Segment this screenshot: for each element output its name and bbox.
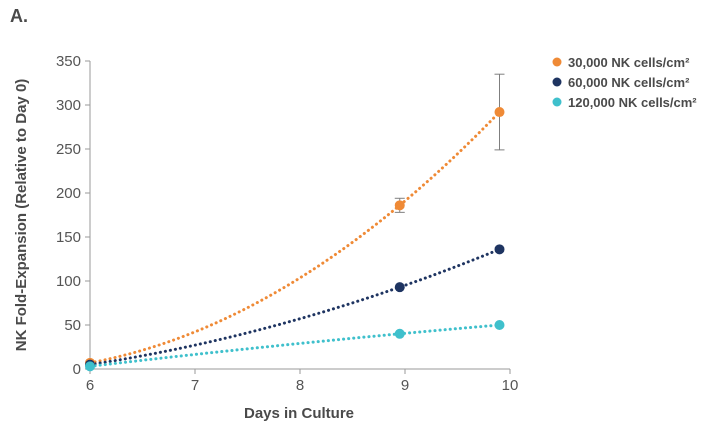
data-point-series-3 bbox=[85, 361, 95, 372]
data-points bbox=[85, 107, 505, 372]
y-tick-label: 0 bbox=[73, 361, 81, 378]
x-axis-title: Days in Culture bbox=[244, 405, 354, 422]
y-tick-label: 250 bbox=[56, 141, 81, 158]
y-ticks: 0 50 100 150 200 250 300 350 bbox=[56, 53, 90, 378]
panel-label: A. bbox=[10, 6, 28, 26]
y-tick-label: 350 bbox=[56, 53, 81, 70]
y-tick-label: 100 bbox=[56, 273, 81, 290]
trendline-series-1 bbox=[88, 110, 501, 365]
legend-label-series-3: 120,000 NK cells/cm² bbox=[568, 95, 697, 110]
y-tick-label: 50 bbox=[64, 317, 81, 334]
data-point-series-2 bbox=[394, 282, 405, 293]
y-tick-label: 200 bbox=[56, 185, 81, 202]
trendlines bbox=[88, 110, 501, 368]
y-axis-title: NK Fold-Expansion (Relative to Day 0) bbox=[13, 79, 30, 352]
trendline-series-3 bbox=[88, 323, 501, 368]
data-point-series-2 bbox=[494, 244, 505, 255]
data-point-series-1 bbox=[494, 107, 505, 118]
x-tick-label: 9 bbox=[401, 377, 409, 394]
x-tick-label: 7 bbox=[191, 377, 199, 394]
y-tick-label: 150 bbox=[56, 229, 81, 246]
x-ticks: 6 7 8 9 10 bbox=[86, 369, 519, 394]
x-tick-label: 8 bbox=[296, 377, 304, 394]
legend-label-series-2: 60,000 NK cells/cm² bbox=[568, 75, 690, 90]
axes bbox=[89, 61, 510, 370]
legend: 30,000 NK cells/cm² 60,000 NK cells/cm² 12… bbox=[552, 55, 697, 110]
legend-label-series-1: 30,000 NK cells/cm² bbox=[568, 55, 690, 70]
x-tick-label: 6 bbox=[86, 377, 94, 394]
legend-marker-series-1 bbox=[552, 57, 562, 67]
data-point-series-1 bbox=[394, 200, 405, 211]
legend-marker-series-3 bbox=[552, 97, 562, 107]
error-bars bbox=[394, 73, 505, 213]
y-tick-label: 300 bbox=[56, 97, 81, 114]
x-tick-label: 10 bbox=[502, 377, 519, 394]
legend-marker-series-2 bbox=[552, 77, 562, 87]
data-point-series-3 bbox=[494, 320, 505, 330]
trendline-series-2 bbox=[88, 247, 501, 367]
data-point-series-3 bbox=[394, 328, 405, 339]
